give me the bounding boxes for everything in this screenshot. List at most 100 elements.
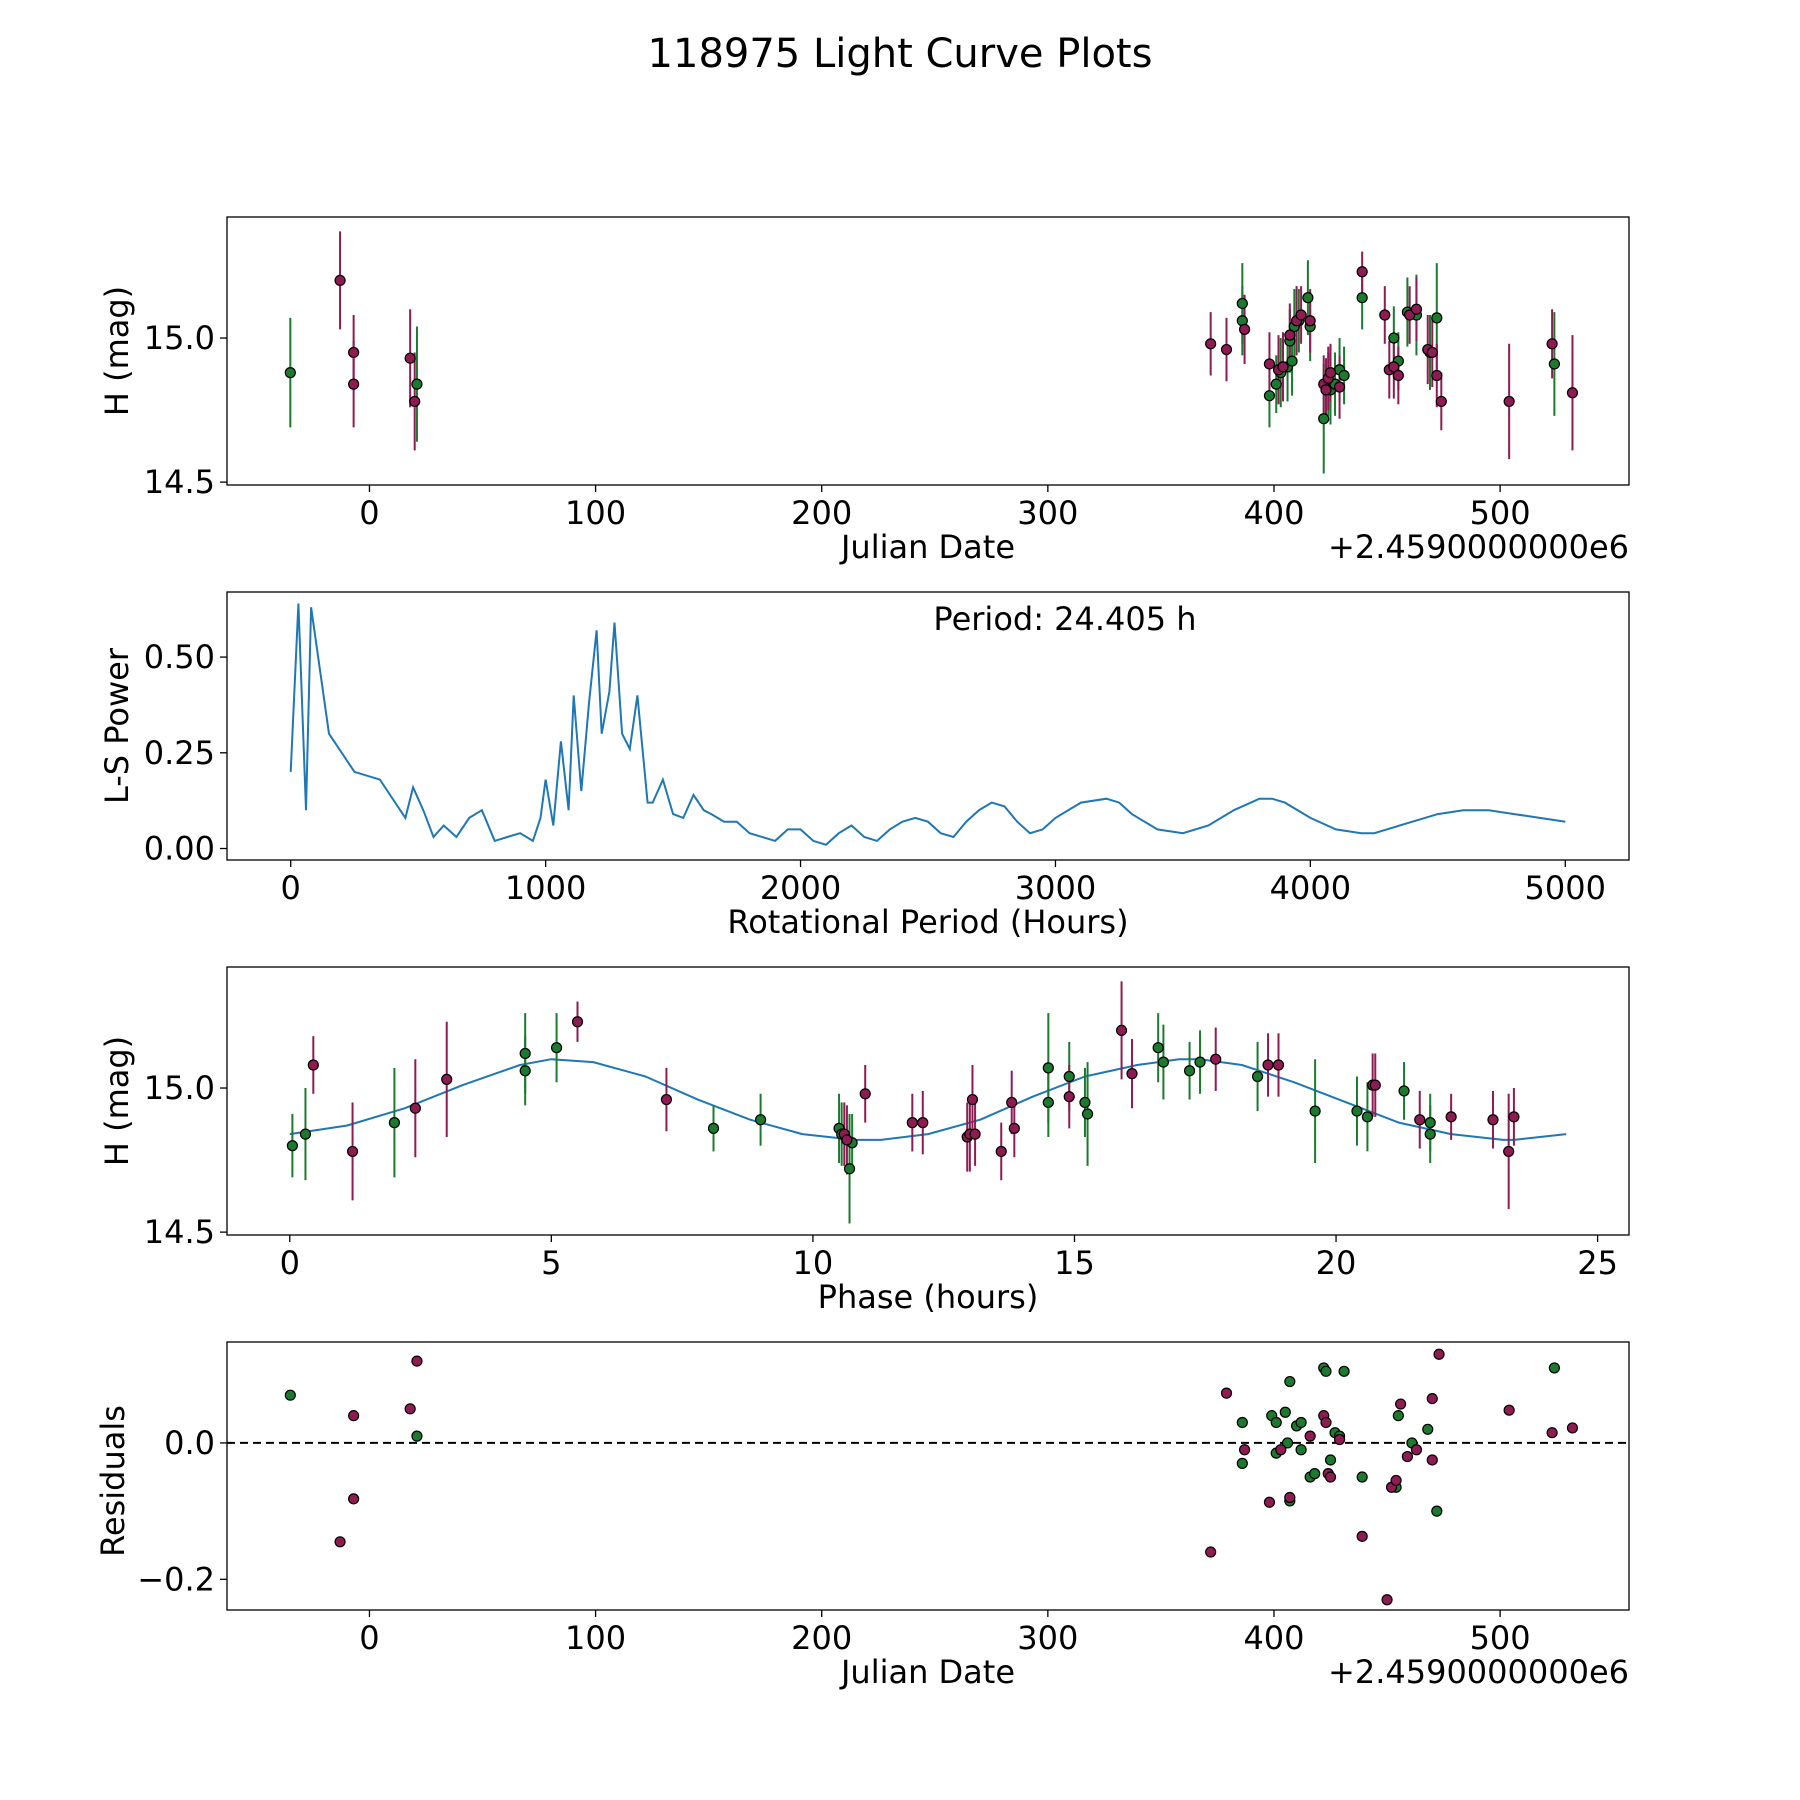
data-point-purple <box>1433 1348 1445 1360</box>
x-tick-label: 2000 <box>760 869 841 907</box>
phased-ylabel: H (mag) <box>98 1036 136 1166</box>
data-point-purple <box>1304 315 1316 327</box>
data-point-green <box>1063 1070 1075 1083</box>
data-point-green <box>550 1042 563 1054</box>
figure-title: 118975 Light Curve Plots <box>648 31 1153 77</box>
data-point-purple <box>409 395 421 408</box>
residuals-panel: 0 100 200 300 400 500 −0.2 0.0 Julian Date Resi… <box>94 1341 1630 1691</box>
data-point-purple <box>1546 338 1558 350</box>
x-tick-label: 15 <box>1054 1244 1095 1282</box>
x-tick-label: 300 <box>1017 1619 1078 1657</box>
data-point-green <box>1361 1111 1374 1123</box>
data-point-green <box>1548 358 1560 370</box>
periodogram-ticks: 0 1000 2000 3000 4000 5000 0.00 0.25 0.50 <box>144 638 1606 907</box>
phased-ticks: 0 5 10 15 20 25 14.5 15.0 <box>144 1069 1618 1282</box>
residuals-points <box>284 1348 1579 1606</box>
data-point-purple <box>1284 1491 1296 1504</box>
data-point-green <box>1152 1042 1164 1054</box>
data-point-green <box>1309 1105 1321 1117</box>
data-point-purple <box>1410 303 1423 315</box>
data-point-green <box>1431 1505 1443 1517</box>
x-tick-label: 0 <box>280 1244 300 1282</box>
y-tick-label: 14.5 <box>144 1213 215 1251</box>
periodogram-ylabel: L-S Power <box>98 647 136 804</box>
data-point-purple <box>1333 1433 1346 1446</box>
data-point-green <box>519 1065 531 1077</box>
data-point-purple <box>1008 1122 1020 1134</box>
x-tick-label: 300 <box>1017 494 1078 532</box>
data-point-purple <box>1487 1114 1499 1126</box>
data-point-purple <box>1431 369 1443 382</box>
data-point-purple <box>348 346 360 359</box>
data-point-green <box>1338 1365 1350 1377</box>
data-point-green <box>1302 292 1314 304</box>
data-point-green <box>843 1163 856 1175</box>
data-point-purple <box>1238 323 1251 335</box>
data-point-purple <box>841 1134 853 1146</box>
data-point-purple <box>1284 329 1296 341</box>
data-point-green <box>1194 1056 1206 1068</box>
data-point-green <box>1309 1468 1321 1480</box>
residuals-x-offset: +2.4590000000e6 <box>1328 1653 1629 1691</box>
data-point-purple <box>348 378 360 390</box>
data-point-green <box>299 1128 312 1140</box>
data-point-purple <box>1295 309 1307 321</box>
residuals-ticks: 0 100 200 300 400 500 −0.2 0.0 <box>137 1424 1530 1657</box>
y-tick-label: 0.0 <box>164 1424 215 1462</box>
x-tick-label: 25 <box>1577 1244 1618 1282</box>
data-point-purple <box>1320 384 1332 396</box>
data-point-purple <box>404 352 416 364</box>
data-point-purple <box>1220 1387 1233 1399</box>
data-point-purple <box>571 1016 584 1028</box>
phased-points <box>286 1016 1520 1175</box>
periodogram-series-line <box>289 603 1566 846</box>
data-point-purple <box>1503 395 1515 408</box>
data-point-purple <box>346 1145 359 1158</box>
data-point-purple <box>1503 1145 1515 1158</box>
data-point-purple <box>1414 1114 1426 1126</box>
data-point-green <box>1388 332 1400 344</box>
data-point-green <box>286 1140 298 1152</box>
data-point-purple <box>1426 346 1438 359</box>
period-annotation: Period: 24.405 h <box>933 600 1196 638</box>
data-point-purple <box>334 274 346 286</box>
x-tick-label: 10 <box>793 1244 834 1282</box>
data-point-purple <box>859 1088 871 1100</box>
y-tick-label: 15.0 <box>144 1069 215 1107</box>
data-point-purple <box>1508 1111 1520 1123</box>
data-point-green <box>1351 1105 1363 1117</box>
data-point-purple <box>660 1093 673 1106</box>
data-point-green <box>1081 1108 1094 1120</box>
data-point-green <box>1270 1416 1282 1429</box>
data-point-purple <box>1006 1096 1018 1109</box>
data-point-purple <box>404 1403 416 1415</box>
data-point-purple <box>1388 361 1400 373</box>
x-tick-label: 3000 <box>1015 869 1096 907</box>
data-point-purple <box>1566 387 1579 399</box>
x-tick-label: 500 <box>1470 1619 1531 1657</box>
data-point-green <box>1236 1416 1248 1429</box>
data-point-green <box>1356 1471 1368 1483</box>
phased-axes-frame <box>226 966 1630 1236</box>
x-tick-label: 5 <box>541 1244 561 1282</box>
lightcurve-ylabel: H (mag) <box>98 286 136 416</box>
x-tick-label: 1000 <box>505 869 586 907</box>
data-point-purple <box>1210 1053 1222 1065</box>
data-point-purple <box>906 1117 918 1129</box>
data-point-green <box>1320 1365 1332 1377</box>
lightcurve-axes-frame <box>226 216 1630 486</box>
lightcurve-xlabel: Julian Date <box>839 528 1015 566</box>
data-point-purple <box>1126 1068 1138 1080</box>
data-point-green <box>284 367 296 379</box>
data-point-green <box>1286 355 1298 367</box>
y-tick-label: −0.2 <box>137 1560 215 1598</box>
data-point-purple <box>1262 1059 1274 1071</box>
data-point-green <box>388 1117 401 1129</box>
data-point-purple <box>1263 358 1276 370</box>
data-point-purple <box>1395 1398 1407 1410</box>
x-tick-label: 100 <box>565 494 626 532</box>
data-point-purple <box>1333 381 1346 393</box>
data-point-purple <box>1320 1416 1332 1429</box>
data-point-purple <box>411 1355 423 1367</box>
data-point-purple <box>334 1536 346 1548</box>
